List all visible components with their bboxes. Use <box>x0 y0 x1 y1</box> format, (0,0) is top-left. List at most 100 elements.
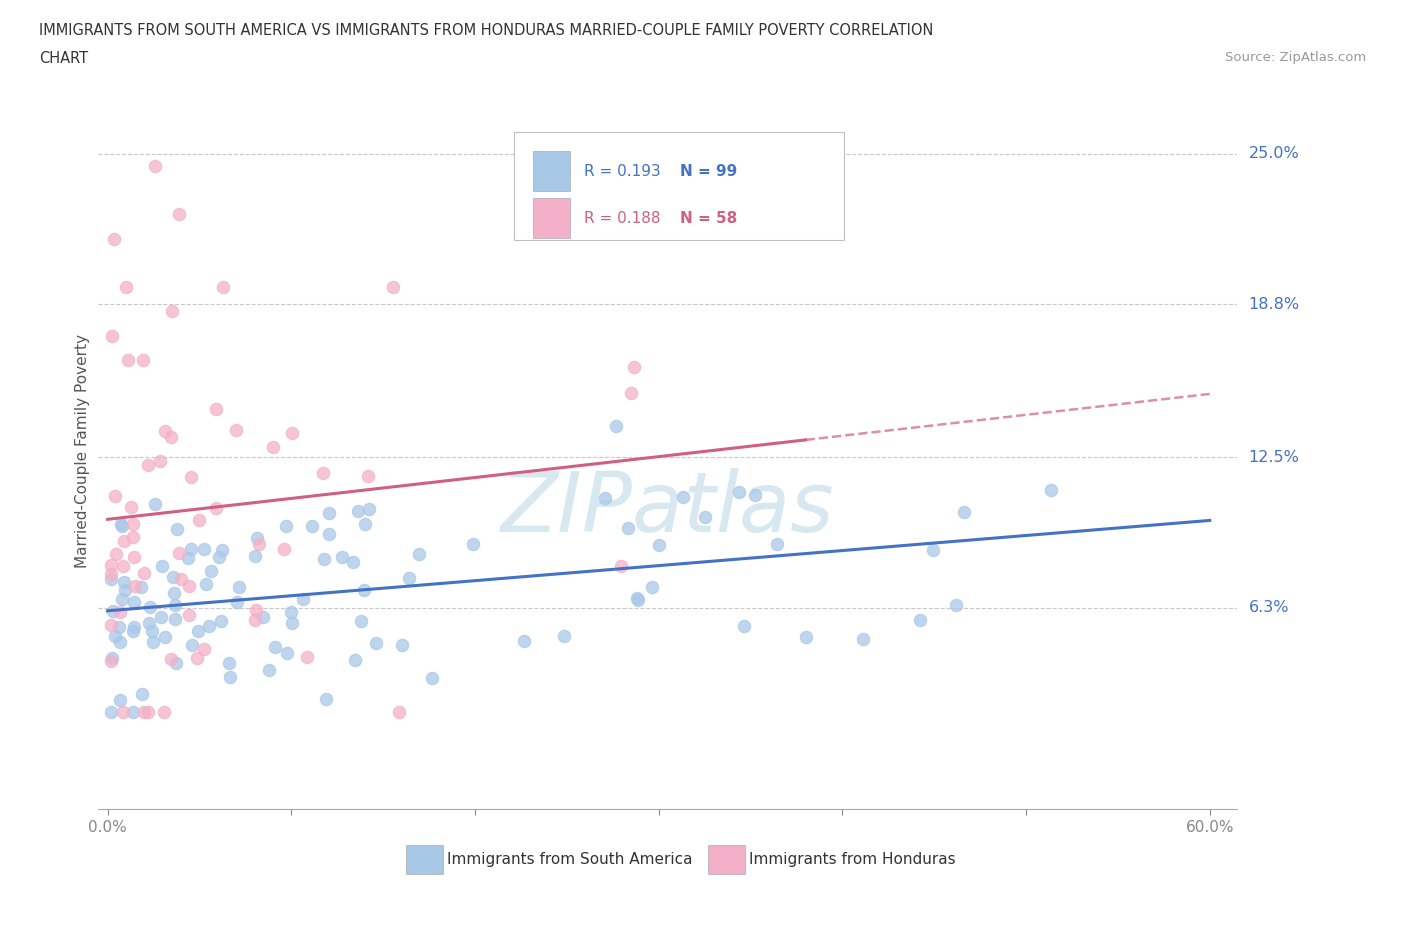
Point <box>143 497 166 512</box>
Point <box>353 583 375 598</box>
Point <box>301 518 323 533</box>
Point <box>162 570 184 585</box>
Point <box>101 650 124 665</box>
Point <box>104 629 127 644</box>
Point <box>163 597 186 612</box>
Point <box>152 705 174 720</box>
Point <box>314 552 336 567</box>
Point <box>167 207 190 222</box>
Point <box>160 652 183 667</box>
Point <box>141 624 163 639</box>
Point <box>921 543 943 558</box>
Bar <box>533 152 569 191</box>
Point <box>122 623 145 638</box>
Text: R = 0.193: R = 0.193 <box>583 164 661 179</box>
Point <box>695 510 717 525</box>
Point <box>198 618 221 633</box>
Point <box>187 623 209 638</box>
Point <box>105 546 128 561</box>
Point <box>245 603 267 618</box>
Point <box>120 500 142 515</box>
Point <box>852 631 875 646</box>
Point <box>170 571 193 586</box>
Point <box>243 613 266 628</box>
Bar <box>406 844 443 873</box>
Point <box>195 576 218 591</box>
Point <box>129 579 152 594</box>
Point <box>100 557 122 572</box>
Point <box>945 598 967 613</box>
Point <box>391 638 413 653</box>
Point <box>100 653 122 668</box>
Point <box>208 550 231 565</box>
Text: 12.5%: 12.5% <box>1249 449 1299 465</box>
Point <box>280 604 302 619</box>
Point <box>111 705 134 720</box>
Point <box>177 578 200 593</box>
Point <box>245 549 267 564</box>
Point <box>188 513 211 528</box>
Point <box>143 158 166 173</box>
Point <box>357 468 380 483</box>
Point <box>167 546 190 561</box>
Point <box>104 488 127 503</box>
Point <box>117 352 139 367</box>
Point <box>315 691 337 706</box>
Point <box>124 595 146 610</box>
Point <box>744 487 766 502</box>
Point <box>166 521 188 536</box>
Point <box>160 304 183 319</box>
Text: Immigrants from Honduras: Immigrants from Honduras <box>749 852 955 867</box>
Point <box>512 633 534 648</box>
Point <box>122 550 145 565</box>
Point <box>276 645 298 660</box>
Text: CHART: CHART <box>39 51 89 66</box>
Point <box>108 693 131 708</box>
Point <box>101 604 124 618</box>
Point <box>218 656 240 671</box>
Point <box>139 600 162 615</box>
Point <box>218 670 240 684</box>
Point <box>593 490 616 505</box>
Text: N = 58: N = 58 <box>681 211 738 226</box>
Point <box>617 520 640 535</box>
Point <box>228 579 250 594</box>
Text: 25.0%: 25.0% <box>1249 146 1299 161</box>
Point <box>111 519 134 534</box>
Point <box>765 537 787 551</box>
Point <box>553 628 575 643</box>
Text: N = 99: N = 99 <box>681 164 738 179</box>
Point <box>262 440 284 455</box>
Point <box>226 594 249 609</box>
Point <box>648 538 671 552</box>
Point <box>132 352 155 367</box>
Point <box>605 418 627 433</box>
Point <box>155 423 177 438</box>
Point <box>347 503 370 518</box>
Point <box>131 686 153 701</box>
Point <box>181 638 204 653</box>
Point <box>264 640 287 655</box>
Point <box>134 565 156 580</box>
Point <box>330 550 353 565</box>
Point <box>155 629 177 644</box>
Point <box>165 611 187 626</box>
Point <box>122 705 145 720</box>
Point <box>733 618 755 633</box>
Point <box>100 618 122 632</box>
Point <box>112 574 135 589</box>
Point <box>124 578 146 593</box>
Point <box>1040 483 1063 498</box>
Point <box>193 542 215 557</box>
Point <box>291 591 314 606</box>
Point <box>342 554 364 569</box>
Point <box>114 280 136 295</box>
Point <box>357 502 380 517</box>
Point <box>101 328 124 343</box>
Point <box>295 649 318 664</box>
Point <box>257 663 280 678</box>
Point <box>350 613 373 628</box>
Point <box>180 541 202 556</box>
Point <box>727 485 749 499</box>
Point <box>122 530 145 545</box>
